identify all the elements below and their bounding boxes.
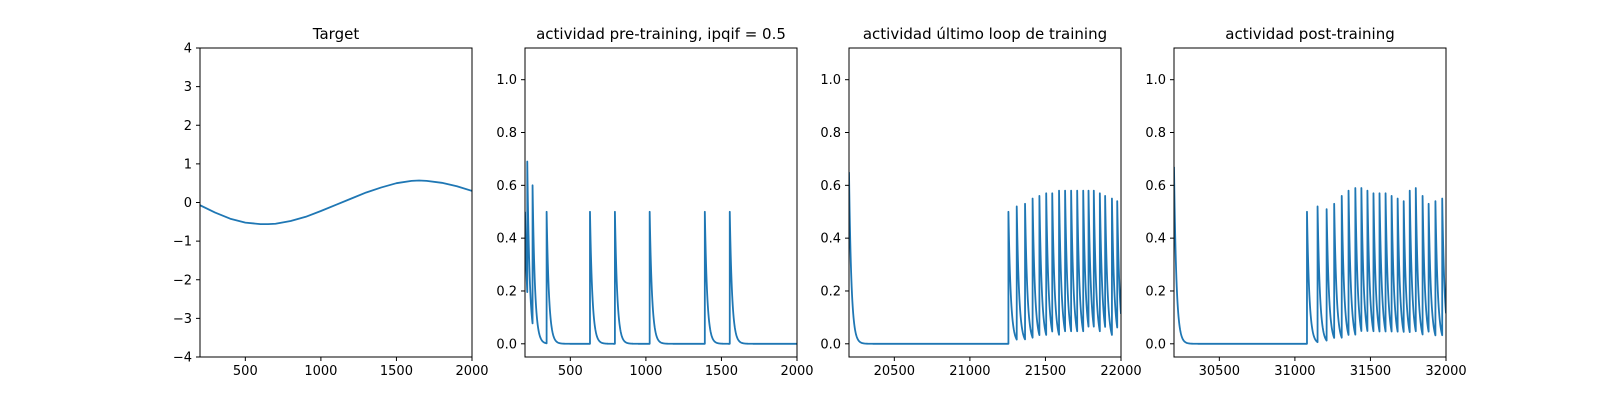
- plot-frame: [848, 47, 1122, 358]
- x-tick-label: 500: [558, 364, 583, 379]
- series-line: [849, 172, 1121, 345]
- subplot-last-training-loop: actividad último loop de training 20500 2…: [820, 25, 1141, 379]
- y-tick-label: 0.6: [820, 179, 841, 194]
- x-tick-label: 2000: [780, 364, 813, 379]
- x-tick-label: 21500: [1025, 364, 1066, 379]
- y-tick-label: 0.0: [496, 337, 517, 352]
- y-tick-label: 0.2: [820, 284, 841, 299]
- x-tick-label: 1500: [380, 364, 413, 379]
- y-tick-label: 0.4: [820, 232, 841, 247]
- subplot-pre-training: actividad pre-training, ipqif = 0.5 500 1…: [496, 25, 813, 379]
- y-tick-label: 3: [184, 80, 192, 95]
- x-tick-label: 32000: [1425, 364, 1466, 379]
- subplot-post-training: actividad post-training 30500 31000 31500 3…: [1145, 25, 1466, 379]
- x-tick-label: 1000: [304, 364, 337, 379]
- y-tick-label: 1.0: [820, 73, 841, 88]
- chart-title: Target: [312, 25, 360, 43]
- y-tick-label: 0.0: [1145, 337, 1166, 352]
- x-tick-label: 2000: [455, 364, 488, 379]
- x-tick-label: 20500: [874, 364, 915, 379]
- y-tick-label: 0: [184, 196, 192, 211]
- chart-title: actividad post-training: [1225, 25, 1394, 43]
- y-tick-label: 1: [184, 157, 192, 172]
- x-tick-label: 500: [233, 364, 258, 379]
- y-tick-label: 0.4: [496, 232, 517, 247]
- y-tick-label: 0.8: [820, 126, 841, 141]
- y-tick-label: 0.8: [496, 126, 517, 141]
- x-tick-label: 30500: [1199, 364, 1240, 379]
- y-tick-label: 0.6: [496, 179, 517, 194]
- y-tick-label: −1: [173, 235, 192, 250]
- y-tick-label: 0.6: [1145, 179, 1166, 194]
- plot-frame: [199, 47, 473, 358]
- y-tick-label: 0.2: [1145, 284, 1166, 299]
- y-tick-label: 2: [184, 119, 192, 134]
- x-tick-label: 1500: [705, 364, 738, 379]
- y-tick-label: 4: [184, 42, 192, 57]
- series-line: [1174, 166, 1446, 345]
- x-tick-label: 1000: [629, 364, 662, 379]
- x-tick-label: 31500: [1350, 364, 1391, 379]
- x-tick-label: 22000: [1100, 364, 1141, 379]
- plot-frame: [524, 47, 798, 358]
- y-tick-label: 0.4: [1145, 232, 1166, 247]
- plot-frame: [1173, 47, 1447, 358]
- y-tick-label: −3: [173, 312, 192, 327]
- y-tick-label: −4: [173, 351, 192, 366]
- subplot-target: Target 500 1000 1500 2000 −4 −3 −2 −1 0 1 2 3 4: [173, 25, 489, 379]
- y-tick-label: −2: [173, 273, 192, 288]
- y-tick-label: 0.8: [1145, 126, 1166, 141]
- y-tick-label: 1.0: [496, 73, 517, 88]
- series-line: [200, 179, 472, 226]
- y-tick-label: 0.2: [496, 284, 517, 299]
- x-tick-label: 31000: [1274, 364, 1315, 379]
- x-tick-label: 21000: [949, 364, 990, 379]
- chart-title: actividad pre-training, ipqif = 0.5: [536, 25, 786, 43]
- y-tick-label: 1.0: [1145, 73, 1166, 88]
- series-line: [525, 160, 797, 345]
- chart-title: actividad último loop de training: [863, 25, 1107, 43]
- y-tick-label: 0.0: [820, 337, 841, 352]
